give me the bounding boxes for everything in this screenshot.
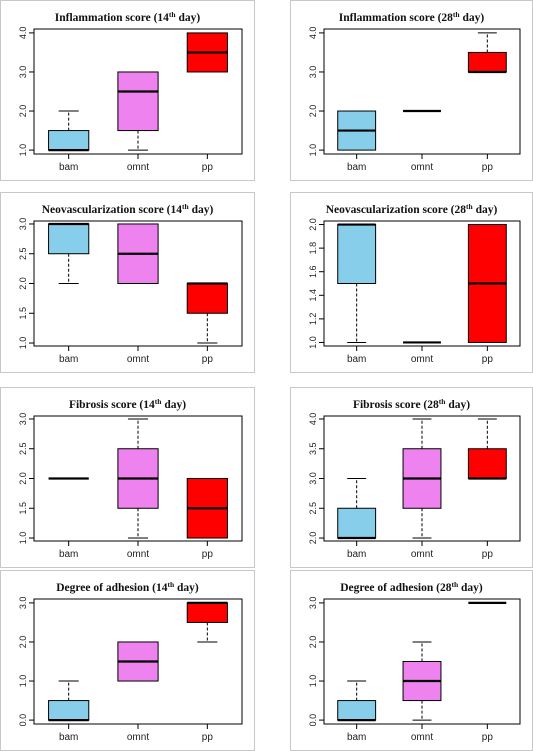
- y-tick-label: 1.4: [308, 289, 318, 302]
- y-tick-label: 1.5: [18, 502, 28, 515]
- y-tick-label: 1.6: [308, 265, 318, 278]
- chart-title: Neovascularization score (14th day): [42, 202, 214, 216]
- y-tick-label: 1.2: [308, 313, 318, 326]
- y-tick-label: 4.0: [308, 27, 318, 40]
- boxplot-svg: Neovascularization score (28th day) 1.0 1.…: [308, 202, 521, 365]
- x-tick-label: omnt: [411, 162, 433, 173]
- y-tick-label: 1.0: [308, 675, 318, 688]
- boxplot-svg: Inflammation score (28th day) 1.0 2.0 3.0 4.…: [308, 10, 521, 173]
- y-tick-label: 3.0: [308, 597, 318, 610]
- boxplot-svg: Degree of adhesion (28th day) 0.0 1.0 2.0 3.…: [308, 580, 521, 743]
- x-tick-label: omnt: [127, 162, 149, 173]
- box-pp: [467, 448, 507, 479]
- boxplot-svg: Fibrosis score (14th day) 1.0 1.5 2.0 2.5 3.0…: [18, 397, 243, 560]
- boxplot-svg: Fibrosis score (28th day) 2.0 2.5 3.0 3.5 4.0…: [308, 397, 521, 560]
- chart-panel-adhesion-14: Degree of adhesion (14th day) 0.0 1.0 2.0 3.…: [0, 570, 255, 751]
- y-tick-label: 1.0: [18, 675, 28, 688]
- chart-panel-adhesion-28: Degree of adhesion (28th day) 0.0 1.0 2.0 3.…: [290, 570, 533, 751]
- y-tick-label: 1.0: [18, 532, 28, 545]
- y-tick-label: 2.0: [18, 277, 28, 290]
- x-tick-label: bam: [347, 162, 366, 173]
- y-tick-label: 3.0: [308, 66, 318, 79]
- chart-panel-neovascularization-28: Neovascularization score (28th day) 1.0 1.…: [290, 192, 533, 373]
- y-tick-label: 1.0: [18, 337, 28, 350]
- box-pp: [186, 283, 228, 314]
- x-tick-label: bam: [59, 732, 78, 743]
- chart-panel-inflammation-14: Inflammation score (14th day) 1.0 2.0 3.0 4.…: [0, 0, 255, 181]
- y-tick-label: 2.0: [18, 472, 28, 485]
- x-tick-label: pp: [202, 354, 214, 365]
- y-tick-label: 1.0: [18, 144, 28, 157]
- x-tick-label: omnt: [127, 549, 149, 560]
- box-pp: [186, 602, 228, 623]
- y-tick-label: 2.0: [308, 636, 318, 649]
- chart-title: Degree of adhesion (28th day): [340, 580, 483, 594]
- y-tick-label: 3.0: [18, 66, 28, 79]
- box-bam: [337, 700, 377, 721]
- chart-title: Fibrosis score (28th day): [353, 397, 470, 411]
- x-tick-label: pp: [482, 162, 494, 173]
- x-tick-label: omnt: [411, 549, 433, 560]
- box-pp: [467, 51, 507, 73]
- y-tick-label: 3.0: [18, 218, 28, 231]
- y-tick-label: 2.0: [308, 532, 318, 545]
- x-tick-label: omnt: [127, 732, 149, 743]
- x-tick-label: bam: [347, 354, 366, 365]
- y-tick-label: 2.0: [308, 218, 318, 231]
- y-tick-label: 1.8: [308, 242, 318, 255]
- y-tick-label: 0.0: [308, 714, 318, 727]
- x-tick-label: pp: [202, 732, 214, 743]
- boxplot-svg: Degree of adhesion (14th day) 0.0 1.0 2.0 3.…: [18, 580, 243, 743]
- chart-panel-neovascularization-14: Neovascularization score (14th day) 1.0 1.…: [0, 192, 255, 373]
- chart-title: Fibrosis score (14th day): [69, 397, 186, 411]
- x-tick-label: bam: [59, 549, 78, 560]
- chart-title: Neovascularization score (28th day): [326, 202, 498, 216]
- y-tick-label: 1.0: [308, 144, 318, 157]
- y-tick-label: 2.5: [18, 247, 28, 260]
- x-tick-label: pp: [202, 549, 214, 560]
- y-tick-label: 4.0: [308, 413, 318, 426]
- y-tick-label: 2.5: [308, 502, 318, 515]
- chart-title: Inflammation score (14th day): [55, 10, 201, 24]
- x-tick-label: pp: [202, 162, 214, 173]
- boxplot-svg: Neovascularization score (14th day) 1.0 1.…: [18, 202, 243, 365]
- x-tick-label: pp: [482, 732, 494, 743]
- y-tick-label: 3.0: [18, 413, 28, 426]
- y-tick-label: 3.5: [308, 442, 318, 455]
- chart-panel-fibrosis-28: Fibrosis score (28th day) 2.0 2.5 3.0 3.5 4.0…: [290, 387, 533, 568]
- chart-title: Inflammation score (28th day): [339, 10, 485, 24]
- box-bam: [48, 700, 90, 721]
- y-tick-label: 2.5: [18, 442, 28, 455]
- chart-panel-inflammation-28: Inflammation score (28th day) 1.0 2.0 3.0 4.…: [290, 0, 533, 181]
- y-tick-label: 2.0: [308, 105, 318, 118]
- box-bam: [48, 130, 90, 151]
- y-tick-label: 4.0: [18, 27, 28, 40]
- x-tick-label: bam: [347, 732, 366, 743]
- y-tick-label: 0.0: [18, 714, 28, 727]
- box-omnt: [117, 71, 159, 132]
- box-bam: [337, 224, 377, 284]
- y-tick-label: 2.0: [18, 105, 28, 118]
- y-tick-label: 1.0: [308, 336, 318, 349]
- y-tick-label: 3.0: [308, 472, 318, 485]
- x-tick-label: bam: [347, 549, 366, 560]
- x-tick-label: bam: [59, 162, 78, 173]
- y-tick-label: 3.0: [18, 597, 28, 610]
- boxplot-svg: Inflammation score (14th day) 1.0 2.0 3.0 4.…: [18, 10, 243, 173]
- y-tick-label: 1.5: [18, 307, 28, 320]
- x-tick-label: pp: [482, 354, 494, 365]
- chart-title: Degree of adhesion (14th day): [56, 580, 199, 594]
- box-bam: [337, 507, 377, 539]
- x-tick-label: omnt: [127, 354, 149, 365]
- y-tick-label: 2.0: [18, 636, 28, 649]
- x-tick-label: omnt: [411, 732, 433, 743]
- x-tick-label: omnt: [411, 354, 433, 365]
- chart-panel-fibrosis-14: Fibrosis score (14th day) 1.0 1.5 2.0 2.5 3.0…: [0, 387, 255, 568]
- x-tick-label: bam: [59, 354, 78, 365]
- x-tick-label: pp: [482, 549, 494, 560]
- box-bam: [48, 223, 90, 255]
